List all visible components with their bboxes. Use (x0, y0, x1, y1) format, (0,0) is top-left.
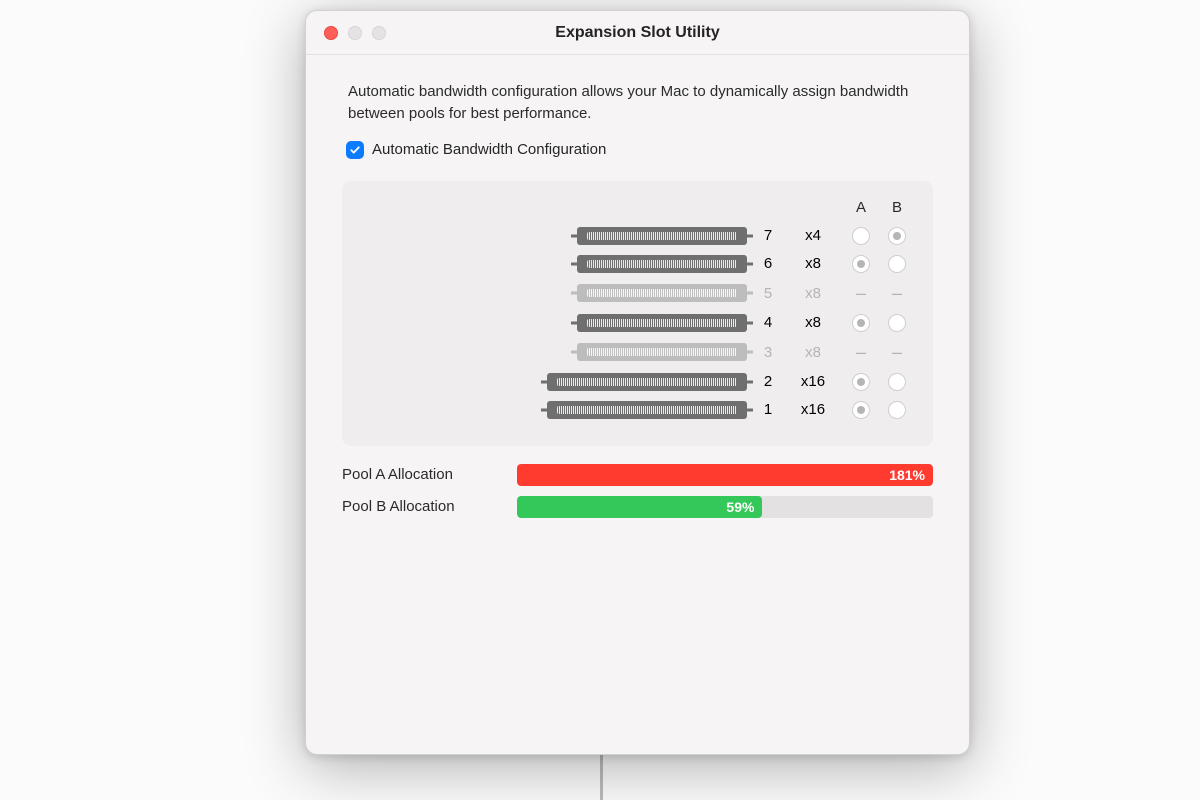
slot-number: 2 (753, 373, 783, 390)
slot-graphic-wrap (360, 284, 753, 302)
slots-column-header: A B (360, 199, 915, 216)
auto-bandwidth-label: Automatic Bandwidth Configuration (372, 141, 606, 158)
window-title: Expansion Slot Utility (306, 24, 969, 42)
alloc-row: Pool B Allocation 59% (342, 496, 933, 518)
slot-row-2: 2x16 (360, 368, 915, 396)
slot-lanes: x8 (783, 344, 843, 361)
col-A-header: A (843, 199, 879, 216)
pcie-slot-icon (577, 343, 747, 361)
alloc-bar-fill: 181% (517, 464, 933, 486)
minimize-button[interactable] (348, 26, 362, 40)
slot-graphic-wrap (360, 255, 753, 273)
alloc-label: Pool B Allocation (342, 498, 507, 515)
slot-row-3: 3x8–– (360, 337, 915, 368)
slot-4-pool-A-radio[interactable] (852, 314, 870, 332)
slot-row-7: 7x4 (360, 222, 915, 250)
expansion-slot-utility-window: Expansion Slot Utility Automatic bandwid… (305, 10, 970, 755)
slot-A-disabled: – (843, 283, 879, 304)
slot-lanes: x16 (783, 401, 843, 418)
slot-row-6: 6x8 (360, 250, 915, 278)
wallpaper-seam (600, 755, 603, 800)
alloc-row: Pool A Allocation 181% (342, 464, 933, 486)
col-B-header: B (879, 199, 915, 216)
alloc-bar-fill: 59% (517, 496, 762, 518)
slot-6-pool-B-radio[interactable] (888, 255, 906, 273)
slot-lanes: x16 (783, 373, 843, 390)
slot-number: 3 (753, 344, 783, 361)
pcie-slot-icon (577, 314, 747, 332)
auto-bandwidth-row: Automatic Bandwidth Configuration (346, 141, 933, 159)
slot-1-pool-A-radio[interactable] (852, 401, 870, 419)
slot-graphic-wrap (360, 227, 753, 245)
pcie-slot-icon (577, 227, 747, 245)
slot-B-disabled: – (879, 283, 915, 304)
slot-number: 7 (753, 227, 783, 244)
allocation-section: Pool A Allocation 181% Pool B Allocation 59… (342, 464, 933, 518)
description-text: Automatic bandwidth configuration allows… (348, 81, 927, 125)
slot-lanes: x8 (783, 314, 843, 331)
alloc-label: Pool A Allocation (342, 466, 507, 483)
slot-graphic-wrap (360, 343, 753, 361)
close-button[interactable] (324, 26, 338, 40)
auto-bandwidth-checkbox[interactable] (346, 141, 364, 159)
slots-list: 7x46x85x8––4x83x8––2x161x16 (360, 222, 915, 424)
slot-row-5: 5x8–– (360, 278, 915, 309)
window-content: Automatic bandwidth configuration allows… (306, 55, 969, 754)
pcie-slot-icon (577, 255, 747, 273)
pcie-slot-icon (577, 284, 747, 302)
slot-number: 1 (753, 401, 783, 418)
slot-7-pool-A-radio[interactable] (852, 227, 870, 245)
slot-row-1: 1x16 (360, 396, 915, 424)
pcie-slot-icon (547, 373, 747, 391)
slot-lanes: x8 (783, 285, 843, 302)
pcie-slot-icon (547, 401, 747, 419)
alloc-bar: 181% (517, 464, 933, 486)
slot-row-4: 4x8 (360, 309, 915, 337)
slot-lanes: x8 (783, 255, 843, 272)
slot-A-disabled: – (843, 342, 879, 363)
slot-number: 5 (753, 285, 783, 302)
slot-2-pool-B-radio[interactable] (888, 373, 906, 391)
slot-graphic-wrap (360, 401, 753, 419)
alloc-bar: 59% (517, 496, 933, 518)
titlebar: Expansion Slot Utility (306, 11, 969, 55)
slot-graphic-wrap (360, 373, 753, 391)
slot-1-pool-B-radio[interactable] (888, 401, 906, 419)
traffic-lights (324, 26, 386, 40)
slots-panel: A B 7x46x85x8––4x83x8––2x161x16 (342, 181, 933, 446)
slot-4-pool-B-radio[interactable] (888, 314, 906, 332)
slot-graphic-wrap (360, 314, 753, 332)
slot-number: 4 (753, 314, 783, 331)
zoom-button[interactable] (372, 26, 386, 40)
checkmark-icon (349, 144, 361, 156)
slot-6-pool-A-radio[interactable] (852, 255, 870, 273)
slot-2-pool-A-radio[interactable] (852, 373, 870, 391)
slot-lanes: x4 (783, 227, 843, 244)
slot-B-disabled: – (879, 342, 915, 363)
slot-number: 6 (753, 255, 783, 272)
slot-7-pool-B-radio[interactable] (888, 227, 906, 245)
